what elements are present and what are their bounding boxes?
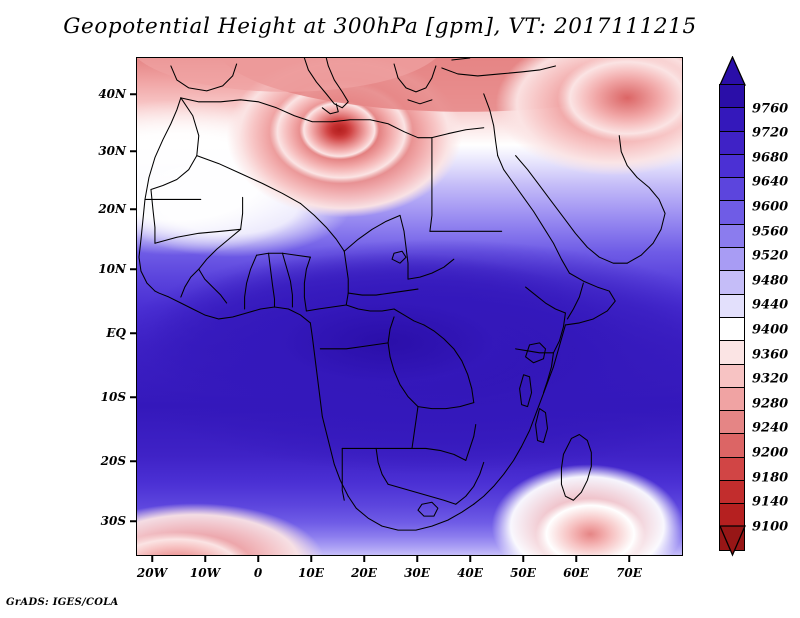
colorbar-swatch	[719, 177, 745, 202]
x-tick	[257, 556, 259, 562]
colorbar-swatch	[719, 130, 745, 156]
y-tick-label-10N: 10N	[98, 262, 126, 276]
y-tick-label-30N: 30N	[98, 144, 126, 158]
colorbar-tick-label: 9100	[752, 519, 789, 535]
attribution-footer: GrADS: IGES/COLA	[6, 597, 119, 608]
y-tick	[130, 208, 136, 210]
x-tick	[416, 556, 418, 562]
colorbar-tick-label: 9600	[752, 199, 789, 215]
y-tick-label-EQ: EQ	[106, 326, 126, 340]
x-tick-label-30E: 30E	[404, 566, 430, 580]
x-tick-label-20E: 20E	[351, 566, 377, 580]
y-tick	[130, 93, 136, 95]
y-tick	[130, 396, 136, 398]
x-tick-label-20W: 20W	[136, 566, 168, 580]
y-tick-label-40N: 40N	[98, 87, 126, 101]
x-tick	[310, 556, 312, 562]
colorbar-tick-label: 9640	[752, 174, 789, 190]
x-tick-label-70E: 70E	[616, 566, 642, 580]
colorbar-tick-label: 9680	[752, 150, 789, 166]
colorbar-tick-label: 9520	[752, 248, 789, 264]
colorbar-tick-label: 9400	[752, 322, 789, 338]
colorbar-tick-label: 9760	[752, 101, 789, 117]
colorbar-tick-label: 9140	[752, 494, 789, 510]
x-tick	[151, 556, 153, 562]
x-tick-label-10W: 10W	[189, 566, 221, 580]
y-tick	[130, 150, 136, 152]
coastlines-and-borders	[138, 58, 666, 531]
colorbar-tick-label: 9560	[752, 224, 789, 240]
y-tick	[130, 460, 136, 462]
colorbar-swatch	[719, 433, 745, 459]
colorbar-swatches	[719, 84, 745, 552]
x-tick-label-0: 0	[253, 566, 263, 580]
x-tick	[628, 556, 630, 562]
colorbar-swatch	[719, 340, 745, 365]
x-tick	[522, 556, 524, 562]
y-tick	[130, 332, 136, 334]
y-tick-label-30S: 30S	[100, 514, 126, 528]
colorbar-swatch	[719, 503, 745, 528]
x-tick-label-60E: 60E	[563, 566, 589, 580]
y-tick	[130, 520, 136, 522]
colorbar-swatch	[719, 270, 745, 295]
colorbar-swatch	[719, 223, 745, 249]
colorbar-swatch	[719, 316, 745, 342]
colorbar-tick-label: 9180	[752, 470, 789, 486]
x-tick-label-50E: 50E	[510, 566, 536, 580]
colorbar-swatch	[719, 410, 745, 435]
colorbar-tick-label: 9320	[752, 371, 789, 387]
map-canvas	[137, 58, 682, 555]
colorbar-swatch	[719, 293, 745, 319]
colorbar-swatch	[719, 84, 745, 109]
colorbar-tick-label: 9200	[752, 445, 789, 461]
x-tick-label-10E: 10E	[298, 566, 324, 580]
x-tick-label-40E: 40E	[457, 566, 483, 580]
colorbar-swatch	[719, 363, 745, 389]
colorbar-top-arrow	[719, 56, 746, 86]
x-tick	[363, 556, 365, 562]
colorbar-swatch	[719, 153, 745, 179]
y-tick-label-20N: 20N	[98, 202, 126, 216]
chart-title: Geopotential Height at 300hPa [gpm], VT:…	[63, 14, 697, 39]
y-tick-label-20S: 20S	[100, 454, 126, 468]
x-tick	[575, 556, 577, 562]
colorbar-bottom-arrow	[719, 525, 746, 557]
colorbar-tick-label: 9280	[752, 396, 789, 412]
y-tick	[130, 268, 136, 270]
colorbar-swatch	[719, 456, 745, 482]
map-plot-area	[136, 57, 683, 556]
x-tick	[204, 556, 206, 562]
colorbar-tick-label: 9360	[752, 347, 789, 363]
x-tick	[469, 556, 471, 562]
colorbar-swatch	[719, 247, 745, 272]
colorbar-swatch	[719, 200, 745, 226]
colorbar-tick-label: 9240	[752, 420, 789, 436]
colorbar-tick-label: 9480	[752, 273, 789, 289]
colorbar-tick-label: 9720	[752, 125, 789, 141]
colorbar-swatch	[719, 386, 745, 412]
y-tick-label-10S: 10S	[100, 390, 126, 404]
colorbar-swatch	[719, 480, 745, 505]
colorbar-swatch	[719, 107, 745, 132]
colorbar-tick-label: 9440	[752, 297, 789, 313]
